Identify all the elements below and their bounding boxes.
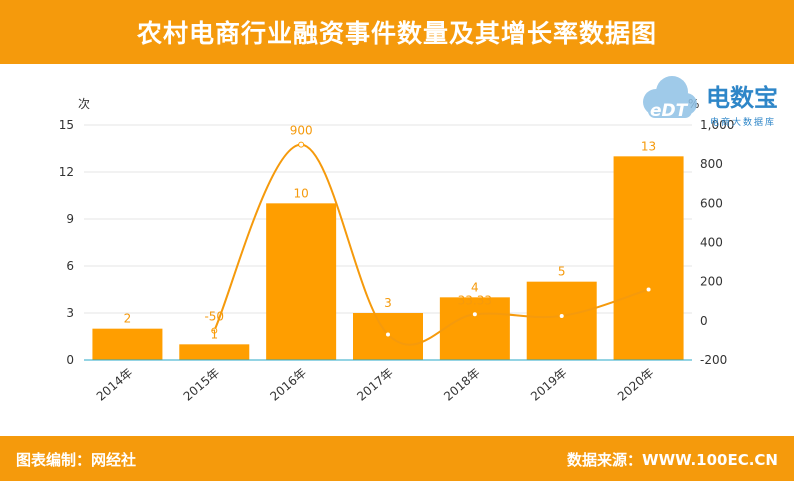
gridlines [84, 124, 692, 314]
growth-rate-point [558, 312, 565, 319]
bar-value-label: 2 [124, 312, 132, 326]
bar-value-label: 4 [471, 280, 479, 294]
bar [439, 297, 510, 360]
bar [266, 203, 337, 360]
right-axis-tick-label: -200 [700, 353, 727, 367]
brand-logo: eDT 电数宝 电商大数据库 [643, 76, 778, 128]
x-axis-tick-label: 2017年 [354, 366, 396, 404]
x-axis-tick-label: 2020年 [615, 366, 657, 404]
right-axis-tick-label: 0 [700, 314, 708, 328]
growth-rate-points [211, 141, 652, 338]
bar-series [92, 156, 684, 360]
growth-rate-point [211, 327, 218, 334]
growth-rate-point [298, 141, 305, 148]
x-axis-tick-label: 2015年 [181, 366, 223, 404]
x-axis-tick-label: 2019年 [528, 366, 570, 404]
bar [179, 344, 250, 360]
logo-name: 电数宝 [706, 84, 778, 112]
right-axis-tick-label: 1,000 [700, 118, 734, 132]
x-axis-tick-label: 2014年 [94, 366, 136, 404]
left-axis-tick-label: 6 [66, 259, 74, 273]
right-axis-tick-label: 600 [700, 196, 723, 210]
data-labels: 2 1 10 3 4 5 13 -50 900 33.33 [124, 124, 657, 342]
left-axis-tick-label: 0 [66, 353, 74, 367]
footer-source: 数据来源：WWW.100EC.CN [567, 451, 778, 469]
right-axis-ticks: -200 0 200 400 600 800 1,000 [700, 118, 734, 367]
page-title: 农村电商行业融资事件数量及其增长率数据图 [136, 19, 657, 48]
x-axis-tick-label: 2018年 [441, 366, 483, 404]
growth-rate-point [471, 311, 478, 318]
left-axis-ticks: 0 3 6 9 12 15 [59, 118, 74, 367]
right-axis-tick-label: 200 [700, 275, 723, 289]
footer-compiled-by: 图表编制：网经社 [16, 451, 137, 469]
bar-value-label: 13 [641, 139, 656, 153]
footer-bar: 图表编制：网经社 数据来源：WWW.100EC.CN [0, 436, 794, 481]
growth-rate-label: -50 [204, 310, 224, 324]
bar [613, 156, 684, 360]
right-axis-tick-label: 400 [700, 236, 723, 250]
bar [526, 281, 597, 360]
x-axis-ticks: 2014年 2015年 2016年 2017年 2018年 2019年 2020年 [94, 366, 657, 404]
left-axis-tick-label: 9 [66, 212, 74, 226]
growth-rate-label: 900 [290, 124, 313, 138]
bar-value-label: 3 [384, 296, 392, 310]
header-bar: 农村电商行业融资事件数量及其增长率数据图 [0, 0, 794, 64]
left-axis-tick-label: 12 [59, 165, 74, 179]
logo-subtitle: 电商大数据库 [710, 116, 776, 128]
bar-value-label: 1 [210, 327, 218, 341]
logo-badge: eDT [650, 101, 689, 121]
cloud-icon [643, 76, 697, 118]
growth-rate-point [645, 286, 652, 293]
x-axis-tick-label: 2016年 [267, 366, 309, 404]
growth-rate-label: 33.33 [458, 293, 492, 307]
left-axis-unit: 次 [78, 97, 90, 111]
right-axis-tick-label: 800 [700, 157, 723, 171]
left-axis-tick-label: 15 [59, 118, 74, 132]
bar-value-label: 10 [294, 186, 309, 200]
growth-rate-point [385, 331, 391, 338]
bar [92, 328, 163, 360]
left-axis-tick-label: 3 [66, 306, 74, 320]
bar-value-label: 5 [558, 265, 566, 279]
